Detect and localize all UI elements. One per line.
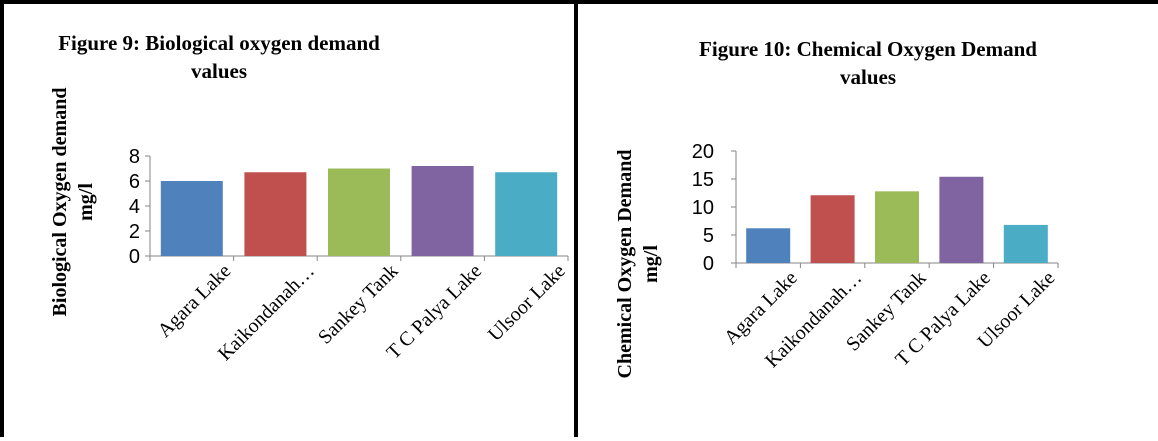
y-axis-label-line-2: mg/l	[640, 245, 662, 283]
x-category-label: Agara Lake	[153, 260, 235, 342]
bar-kaikondanah	[810, 195, 855, 263]
y-tick-label: 4	[129, 196, 140, 218]
bar-ulsoor-lake	[495, 172, 558, 256]
bar-t-c-palya-lake	[411, 166, 474, 256]
y-tick-label: 2	[129, 221, 140, 243]
bar-agara-lake	[746, 228, 791, 263]
chart-title-line-1: Figure 10: Chemical Oxygen Demand	[699, 37, 1037, 61]
y-tick-label: 8	[129, 146, 140, 168]
y-tick-label: 15	[692, 169, 714, 191]
bod-bar-chart: Figure 9: Biological oxygen demand values…	[49, 31, 570, 365]
y-axis-label-line-2: mg/l	[75, 183, 97, 221]
y-axis-label-line-1: Biological Oxygen demand	[49, 88, 71, 317]
bar-t-c-palya-lake	[939, 176, 984, 263]
chart-panel-cod: Figure 10: Chemical Oxygen Demand values C…	[578, 0, 1158, 437]
bar-agara-lake	[160, 181, 223, 256]
chart-title-line-1: Figure 9: Biological oxygen demand	[58, 31, 380, 55]
y-tick-label: 6	[129, 171, 140, 193]
cod-bar-chart: Figure 10: Chemical Oxygen Demand values C…	[614, 37, 1059, 379]
chart-panel-bod: Figure 9: Biological oxygen demand values…	[0, 0, 578, 437]
bar-kaikondanah	[244, 172, 307, 256]
y-tick-label: 10	[692, 197, 714, 219]
x-category-label: Ulsoor Lake	[484, 260, 570, 346]
y-axis-label-line-1: Chemical Oxygen Demand	[614, 150, 636, 379]
bar-ulsoor-lake	[1003, 224, 1048, 263]
bar-sankey-tank	[875, 191, 919, 263]
chart-title-line-2: values	[191, 59, 247, 83]
chart-title-line-2: values	[840, 65, 896, 89]
bar-sankey-tank	[328, 168, 390, 256]
x-category-label: Sankey Tank	[314, 260, 403, 349]
y-tick-label: 0	[703, 253, 714, 275]
y-tick-label: 5	[703, 225, 714, 247]
y-tick-label: 0	[129, 246, 140, 268]
y-tick-label: 20	[692, 141, 714, 163]
